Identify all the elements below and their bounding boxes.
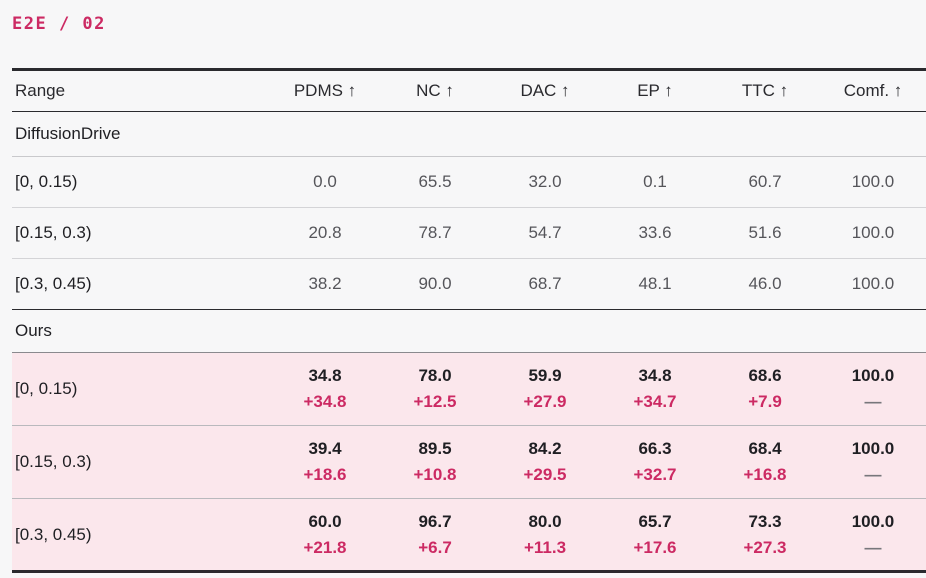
header-row: Range PDMS ↑ NC ↑ DAC ↑ EP ↑ TTC ↑ Comf.… <box>12 69 926 112</box>
header-dac: DAC ↑ <box>520 81 570 100</box>
value-cell: 68.4 +16.8 <box>710 425 820 499</box>
value-cell: 34.8 +34.7 <box>600 352 710 426</box>
value: 78.0 <box>418 366 452 385</box>
header-nc: NC ↑ <box>416 81 454 100</box>
value: 39.4 <box>308 439 342 458</box>
value-cell: 65.5 <box>380 156 490 208</box>
value-cell: 66.3 +32.7 <box>600 425 710 499</box>
value: 60.0 <box>308 511 342 531</box>
value-cell: 51.6 <box>710 207 820 259</box>
header-ep: EP ↑ <box>637 81 673 100</box>
value-cell: 73.3 +27.3 <box>710 498 820 573</box>
delta: +6.7 <box>418 537 452 557</box>
value-cell: 78.0 +12.5 <box>380 352 490 426</box>
delta: — <box>864 392 882 411</box>
value-cell: 60.7 <box>710 156 820 208</box>
range-cell: [0, 0.15) <box>12 156 270 208</box>
delta: +34.7 <box>633 392 677 411</box>
value-cell: 33.6 <box>600 207 710 259</box>
section-label: DiffusionDrive <box>12 111 926 157</box>
value-cell: 68.6 +7.9 <box>710 352 820 426</box>
value: 68.4 <box>748 439 782 458</box>
value: 100.0 <box>851 511 895 531</box>
header-range: Range <box>15 81 66 100</box>
delta: +12.5 <box>413 392 457 411</box>
value-cell: 84.2 +29.5 <box>490 425 600 499</box>
table-row: [0.15, 0.3) 39.4 +18.6 89.5 +10.8 84.2 +29.… <box>12 425 926 499</box>
value: 73.3 <box>748 511 782 531</box>
value-cell: 100.0 <box>820 156 926 208</box>
range-cell: [0, 0.15) <box>12 352 270 426</box>
section-label: Ours <box>12 309 926 353</box>
value-cell: 32.0 <box>490 156 600 208</box>
value: 34.8 <box>638 366 672 385</box>
value: 100.0 <box>851 366 895 385</box>
delta: +29.5 <box>523 465 567 484</box>
delta: +7.9 <box>748 392 782 411</box>
value-cell: 60.0 +21.8 <box>270 498 380 573</box>
value-cell: 39.4 +18.6 <box>270 425 380 499</box>
value-cell: 34.8 +34.8 <box>270 352 380 426</box>
range-cell: [0.3, 0.45) <box>12 258 270 310</box>
delta: +27.9 <box>523 392 567 411</box>
value: 66.3 <box>638 439 672 458</box>
delta: +27.3 <box>743 537 787 557</box>
value: 68.6 <box>748 366 782 385</box>
value-cell: 20.8 <box>270 207 380 259</box>
value-cell: 80.0 +11.3 <box>490 498 600 573</box>
section-row-baseline: DiffusionDrive <box>12 111 926 157</box>
value-cell: 89.5 +10.8 <box>380 425 490 499</box>
value: 80.0 <box>528 511 562 531</box>
header-comf: Comf. ↑ <box>843 81 903 100</box>
value-cell: 90.0 <box>380 258 490 310</box>
table-row: [0.3, 0.45) 60.0 +21.8 96.7 +6.7 80.0 +11.3… <box>12 498 926 573</box>
value-cell: 68.7 <box>490 258 600 310</box>
value: 96.7 <box>418 511 452 531</box>
delta: +11.3 <box>523 537 567 557</box>
range-cell: [0.3, 0.45) <box>12 498 270 573</box>
value-cell: 100.0 — <box>820 352 926 426</box>
value-cell: 100.0 — <box>820 425 926 499</box>
value-cell: 78.7 <box>380 207 490 259</box>
value: 84.2 <box>528 439 562 458</box>
table-row: [0, 0.15) 0.0 65.5 32.0 0.1 60.7 100.0 <box>12 156 926 208</box>
delta: +16.8 <box>743 465 787 484</box>
value-cell: 96.7 +6.7 <box>380 498 490 573</box>
table-row: [0.3, 0.45) 38.2 90.0 68.7 48.1 46.0 100… <box>12 258 926 310</box>
value-cell: 100.0 <box>820 258 926 310</box>
delta: +32.7 <box>633 465 677 484</box>
value: 65.7 <box>638 511 672 531</box>
delta: — <box>864 537 882 557</box>
value: 34.8 <box>308 366 342 385</box>
value-cell: 48.1 <box>600 258 710 310</box>
results-table: Range PDMS ↑ NC ↑ DAC ↑ EP ↑ TTC ↑ Comf.… <box>12 68 926 573</box>
header-pdms: PDMS ↑ <box>293 81 357 100</box>
value-cell: 46.0 <box>710 258 820 310</box>
header-ttc: TTC ↑ <box>741 81 789 100</box>
value-cell: 38.2 <box>270 258 380 310</box>
value-cell: 65.7 +17.6 <box>600 498 710 573</box>
delta: +18.6 <box>303 465 347 484</box>
section-row-ours: Ours <box>12 309 926 353</box>
delta: — <box>864 465 882 484</box>
section-tag: E2E / 02 <box>12 14 106 34</box>
value-cell: 0.1 <box>600 156 710 208</box>
table-row: [0.15, 0.3) 20.8 78.7 54.7 33.6 51.6 100… <box>12 207 926 259</box>
delta: +34.8 <box>303 392 347 411</box>
value: 89.5 <box>418 439 452 458</box>
value-cell: 54.7 <box>490 207 600 259</box>
value: 59.9 <box>528 366 562 385</box>
range-cell: [0.15, 0.3) <box>12 207 270 259</box>
delta: +17.6 <box>633 537 677 557</box>
delta: +10.8 <box>413 465 457 484</box>
table-row: [0, 0.15) 34.8 +34.8 78.0 +12.5 59.9 +27.9 … <box>12 352 926 426</box>
delta: +21.8 <box>303 537 347 557</box>
value-cell: 100.0 — <box>820 498 926 573</box>
value-cell: 59.9 +27.9 <box>490 352 600 426</box>
value-cell: 0.0 <box>270 156 380 208</box>
value-cell: 100.0 <box>820 207 926 259</box>
range-cell: [0.15, 0.3) <box>12 425 270 499</box>
value: 100.0 <box>851 439 895 458</box>
